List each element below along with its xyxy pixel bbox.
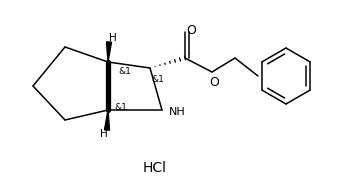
Polygon shape	[104, 110, 109, 130]
Polygon shape	[106, 42, 111, 62]
Text: H: H	[100, 129, 108, 139]
Text: O: O	[209, 75, 219, 89]
Text: H: H	[109, 33, 117, 43]
Text: &1: &1	[118, 67, 131, 75]
Text: &1: &1	[114, 103, 127, 113]
Text: HCl: HCl	[143, 161, 167, 175]
Text: &1: &1	[151, 74, 164, 84]
Text: O: O	[186, 25, 196, 37]
Text: NH: NH	[169, 107, 186, 117]
